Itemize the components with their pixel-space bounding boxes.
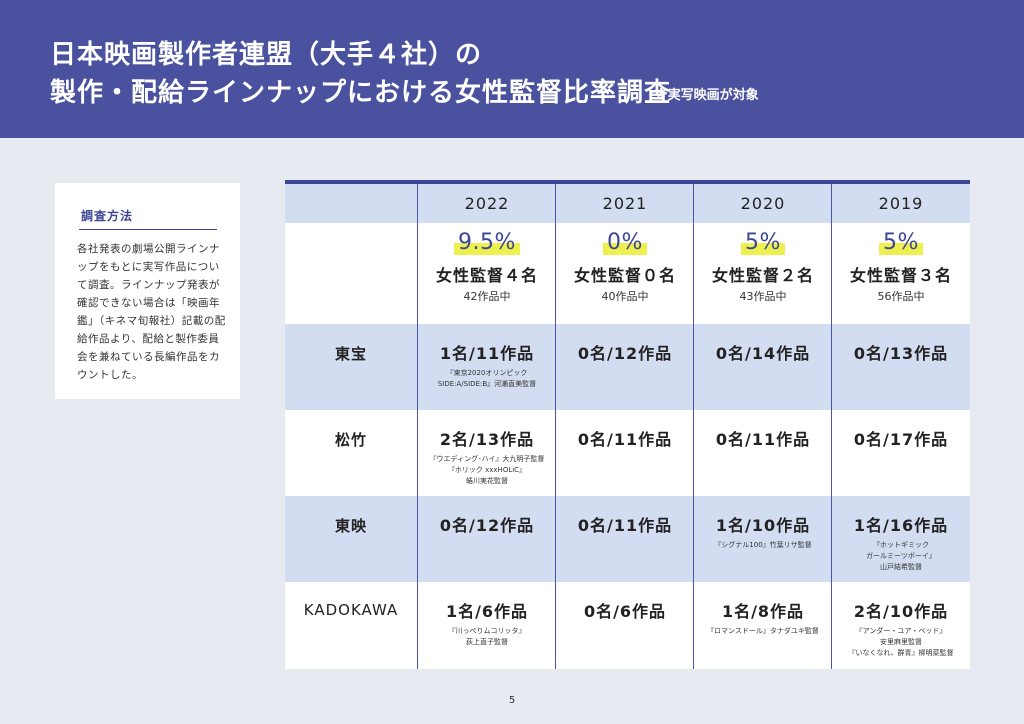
total-works: 43作品中 <box>739 290 787 303</box>
page-number: 5 <box>508 695 516 706</box>
title-note: ※実写映画が対象 <box>655 88 759 103</box>
header-banner: 日本映画製作者連盟（大手４社）の 製作・配給ラインナップにおける女性監督比率調査… <box>0 0 1024 138</box>
cell-count: 2名/10作品 <box>853 602 949 621</box>
cell-note: 『東京2020オリンピック SIDE:A/SIDE:B』河瀨直美監督 <box>437 369 537 388</box>
female-director-ratio: 0% <box>607 230 643 255</box>
data-cell: 1名/10作品 『シグナル100』竹葉リサ監督 <box>694 512 832 551</box>
data-cell: 0名/13作品 <box>832 340 970 364</box>
summary-cell: 5% 女性監督２名 43作品中 <box>694 230 832 304</box>
row-band-toei <box>285 496 970 582</box>
highlight-marker <box>454 243 520 255</box>
year-header: 2020 <box>740 194 786 213</box>
column-divider <box>831 184 832 669</box>
cell-count: 1名/6作品 <box>445 602 529 621</box>
cell-count: 0名/6作品 <box>583 602 667 621</box>
data-cell: 2名/10作品 『アンダー・ユア・ベッド』 安里麻里監督 『いなくなれ、群青』柳… <box>832 598 970 659</box>
cell-note: 『ウエディング･ハイ』大九明子監督 『ホリック xxxHOLiC』 蜷川実花監督 <box>429 455 545 485</box>
method-box: 調査方法 各社発表の劇場公開ラインナップをもとに実写作品について調査。ラインナッ… <box>55 183 240 399</box>
method-body: 各社発表の劇場公開ラインナップをもとに実写作品について調査。ラインナップ発表が確… <box>77 243 226 381</box>
cell-count: 1名/11作品 <box>439 344 535 363</box>
female-director-count: 女性監督４名 <box>435 266 538 285</box>
company-name: 東宝 <box>334 345 367 363</box>
data-cell: 0名/11作品 <box>556 512 694 536</box>
cell-count: 2名/13作品 <box>439 430 535 449</box>
year-header: 2019 <box>878 194 924 213</box>
data-cell: 1名/11作品 『東京2020オリンピック SIDE:A/SIDE:B』河瀨直美… <box>418 340 556 390</box>
column-divider <box>555 184 556 669</box>
highlight-marker <box>879 243 923 255</box>
method-title: 調査方法 <box>81 209 134 223</box>
cell-note: 『ロマンスドール』タナダユキ監督 <box>707 627 819 635</box>
data-cell: 0名/14作品 <box>694 340 832 364</box>
female-director-count: 女性監督２名 <box>711 266 814 285</box>
highlight-marker <box>741 243 785 255</box>
company-name: KADOKAWA <box>303 601 399 619</box>
cell-count: 1名/16作品 <box>853 516 949 535</box>
data-cell: 0名/12作品 <box>556 340 694 364</box>
cell-note: 『川っぺりムコリッタ』 荻上直子監督 <box>448 627 526 646</box>
total-works: 56作品中 <box>877 290 925 303</box>
female-director-ratio: 9.5% <box>458 230 516 255</box>
page-title-line1: 日本映画製作者連盟（大手４社）の <box>50 40 483 70</box>
cell-count: 1名/8作品 <box>721 602 805 621</box>
data-cell: 0名/11作品 <box>694 426 832 450</box>
total-works: 42作品中 <box>463 290 511 303</box>
ratio-table: 2022 2021 2020 2019 9.5% 女性監督４名 42作品中 0%… <box>285 180 970 669</box>
year-header: 2022 <box>464 194 510 213</box>
method-divider <box>79 229 217 230</box>
column-divider <box>693 184 694 669</box>
year-header: 2021 <box>602 194 648 213</box>
data-cell: 2名/13作品 『ウエディング･ハイ』大九明子監督 『ホリック xxxHOLiC… <box>418 426 556 487</box>
cell-note: 『ホットギミック ガールミーツボーイ』 山戸結希監督 <box>866 541 936 571</box>
cell-note: 『アンダー・ユア・ベッド』 安里麻里監督 『いなくなれ、群青』柳明菜監督 <box>848 627 954 657</box>
cell-count: 0名/12作品 <box>577 344 673 363</box>
female-director-count: 女性監督３名 <box>849 266 952 285</box>
cell-count: 0名/13作品 <box>853 344 949 363</box>
female-director-ratio: 5% <box>883 230 919 255</box>
data-cell: 1名/16作品 『ホットギミック ガールミーツボーイ』 山戸結希監督 <box>832 512 970 573</box>
cell-count: 0名/11作品 <box>577 430 673 449</box>
data-cell: 0名/12作品 <box>418 512 556 536</box>
row-band-toho <box>285 324 970 410</box>
year-header-band <box>285 184 970 223</box>
cell-count: 0名/12作品 <box>439 516 535 535</box>
column-divider <box>417 184 418 669</box>
female-director-ratio: 5% <box>745 230 781 255</box>
cell-count: 0名/14作品 <box>715 344 811 363</box>
company-name: 東映 <box>334 517 367 535</box>
page-title-line2: 製作・配給ラインナップにおける女性監督比率調査 <box>50 78 672 108</box>
cell-count: 0名/17作品 <box>853 430 949 449</box>
data-cell: 1名/6作品 『川っぺりムコリッタ』 荻上直子監督 <box>418 598 556 648</box>
data-cell: 0名/11作品 <box>556 426 694 450</box>
cell-count: 0名/11作品 <box>577 516 673 535</box>
data-cell: 1名/8作品 『ロマンスドール』タナダユキ監督 <box>694 598 832 637</box>
summary-cell: 5% 女性監督３名 56作品中 <box>832 230 970 304</box>
data-cell: 0名/6作品 <box>556 598 694 622</box>
cell-count: 0名/11作品 <box>715 430 811 449</box>
cell-note: 『シグナル100』竹葉リサ監督 <box>714 541 812 549</box>
data-cell: 0名/17作品 <box>832 426 970 450</box>
company-name: 松竹 <box>334 431 367 449</box>
cell-count: 1名/10作品 <box>715 516 811 535</box>
summary-cell: 0% 女性監督０名 40作品中 <box>556 230 694 304</box>
highlight-marker <box>603 243 647 255</box>
female-director-count: 女性監督０名 <box>573 266 676 285</box>
summary-cell: 9.5% 女性監督４名 42作品中 <box>418 230 556 304</box>
table-top-border <box>285 180 970 184</box>
total-works: 40作品中 <box>601 290 649 303</box>
